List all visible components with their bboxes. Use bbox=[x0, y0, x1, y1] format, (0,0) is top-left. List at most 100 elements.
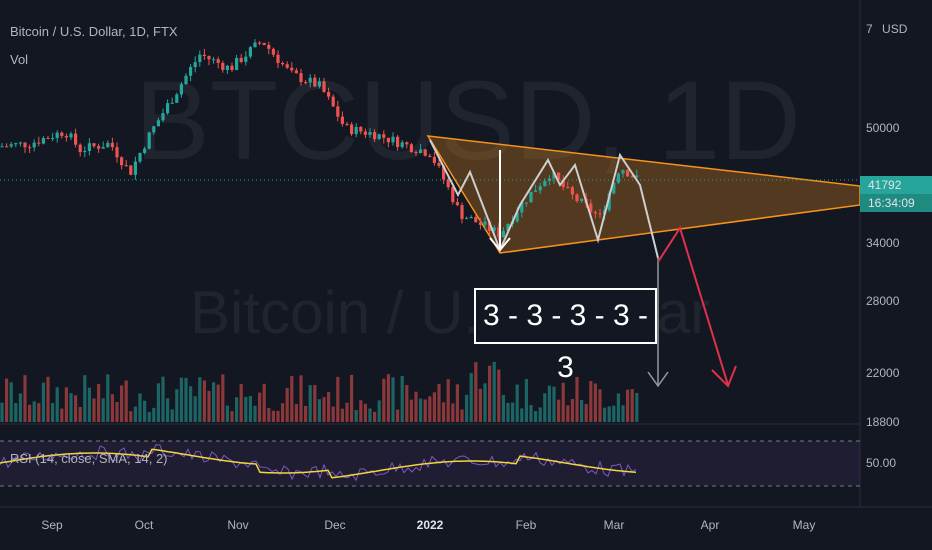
volume-bar bbox=[170, 409, 174, 422]
candle-body bbox=[437, 163, 441, 166]
candle-body bbox=[14, 143, 18, 145]
candle-body bbox=[474, 217, 478, 223]
candle-body bbox=[106, 142, 110, 148]
volume-bar bbox=[285, 388, 289, 422]
candle-body bbox=[51, 138, 55, 140]
candle-body bbox=[363, 131, 367, 135]
volume-bar bbox=[193, 396, 197, 422]
volume-bar bbox=[345, 402, 349, 422]
volume-bar bbox=[584, 404, 588, 422]
volume-bar bbox=[359, 400, 363, 422]
volume-bar bbox=[202, 380, 206, 422]
volume-bar bbox=[258, 392, 262, 422]
candle-body bbox=[225, 65, 229, 70]
candle-body bbox=[281, 63, 285, 65]
candle-body bbox=[570, 187, 574, 195]
symbol-title[interactable]: Bitcoin / U.S. Dollar, 1D, FTX bbox=[10, 24, 178, 39]
candle-body bbox=[538, 186, 542, 191]
volume-bar bbox=[547, 385, 551, 422]
volume-bar bbox=[124, 380, 128, 422]
candle-body bbox=[547, 178, 551, 182]
volume-bar bbox=[281, 403, 285, 422]
candle-body bbox=[396, 136, 400, 148]
candle-body bbox=[589, 203, 593, 213]
volume-bar bbox=[511, 402, 515, 422]
vol-label[interactable]: Vol bbox=[10, 52, 29, 67]
projection-arrow-head bbox=[647, 371, 669, 388]
volume-bar bbox=[0, 402, 4, 422]
candle-body bbox=[64, 135, 68, 138]
volume-bar bbox=[626, 389, 630, 422]
volume-bar bbox=[83, 375, 87, 422]
rsi-value: 50.00 bbox=[866, 456, 897, 470]
candle-body bbox=[483, 221, 487, 225]
rsi-indicator-label[interactable]: RSI (14, close, SMA, 14, 2) bbox=[10, 451, 168, 466]
candle-body bbox=[46, 138, 50, 140]
volume-bar bbox=[271, 410, 275, 422]
candle-body bbox=[635, 175, 639, 178]
candle-body bbox=[566, 186, 570, 188]
volume-bar bbox=[18, 393, 22, 422]
candle-body bbox=[207, 55, 211, 60]
volume-bar bbox=[120, 385, 124, 422]
wave-count-annotation[interactable]: 3 - 3 - 3 - 3 - 3 bbox=[474, 288, 657, 384]
candle-body bbox=[621, 170, 625, 174]
volume-bar bbox=[317, 399, 321, 422]
volume-bar bbox=[616, 393, 620, 422]
candle-body bbox=[294, 70, 298, 74]
candle-body bbox=[115, 147, 119, 158]
candle-body bbox=[543, 181, 547, 187]
candle-body bbox=[166, 103, 170, 114]
volume-bar bbox=[501, 394, 505, 422]
candle-body bbox=[262, 42, 266, 45]
candle-body bbox=[170, 102, 174, 104]
volume-bar bbox=[492, 361, 496, 422]
volume-bar bbox=[267, 408, 271, 422]
candle-body bbox=[313, 77, 317, 87]
currency-code: USD bbox=[882, 22, 908, 36]
volume-bar bbox=[28, 404, 32, 422]
candle-body bbox=[124, 165, 128, 167]
candle-body bbox=[156, 120, 160, 127]
candle-body bbox=[630, 176, 634, 178]
volume-bar bbox=[552, 386, 556, 422]
rsi-sma-line bbox=[0, 448, 637, 479]
volume-bar bbox=[294, 404, 298, 422]
volume-bar bbox=[216, 384, 220, 422]
wave-arrow-head bbox=[489, 237, 511, 252]
candle-body bbox=[78, 144, 82, 153]
candle-body bbox=[179, 84, 183, 95]
x-tick-2022: 2022 bbox=[416, 518, 444, 532]
volume-bar bbox=[46, 376, 50, 422]
candle-body bbox=[129, 165, 133, 175]
volume-bar bbox=[621, 405, 625, 422]
candle-body bbox=[488, 221, 492, 231]
x-tick-sep: Sep bbox=[41, 518, 63, 532]
volume-bar bbox=[515, 384, 519, 422]
candle-body bbox=[469, 217, 473, 219]
volume-bar bbox=[428, 396, 432, 422]
candle-body bbox=[345, 123, 349, 125]
triangle-pattern bbox=[426, 135, 861, 254]
currency-label[interactable]: 7 USD bbox=[858, 22, 932, 36]
volume-bar bbox=[37, 403, 41, 422]
candle-body bbox=[258, 42, 262, 44]
volume-bar bbox=[69, 393, 73, 422]
volume-bar bbox=[313, 385, 317, 422]
volume-bar bbox=[5, 378, 9, 422]
candle-body bbox=[501, 230, 505, 238]
y-tick-28000: 28000 bbox=[866, 294, 900, 308]
volume-bar bbox=[276, 410, 280, 422]
candle-body bbox=[212, 59, 216, 61]
candle-body bbox=[0, 146, 4, 148]
volume-bar bbox=[331, 406, 335, 422]
candle-body bbox=[580, 198, 584, 201]
volume-bar bbox=[543, 393, 547, 422]
last-price-tag: 41792 bbox=[860, 176, 932, 194]
volume-bar bbox=[630, 389, 634, 422]
y-tick-50000: 50000 bbox=[866, 121, 900, 135]
x-tick-dec: Dec bbox=[324, 518, 346, 532]
volume-bar bbox=[156, 383, 160, 422]
candle-body bbox=[87, 143, 91, 152]
